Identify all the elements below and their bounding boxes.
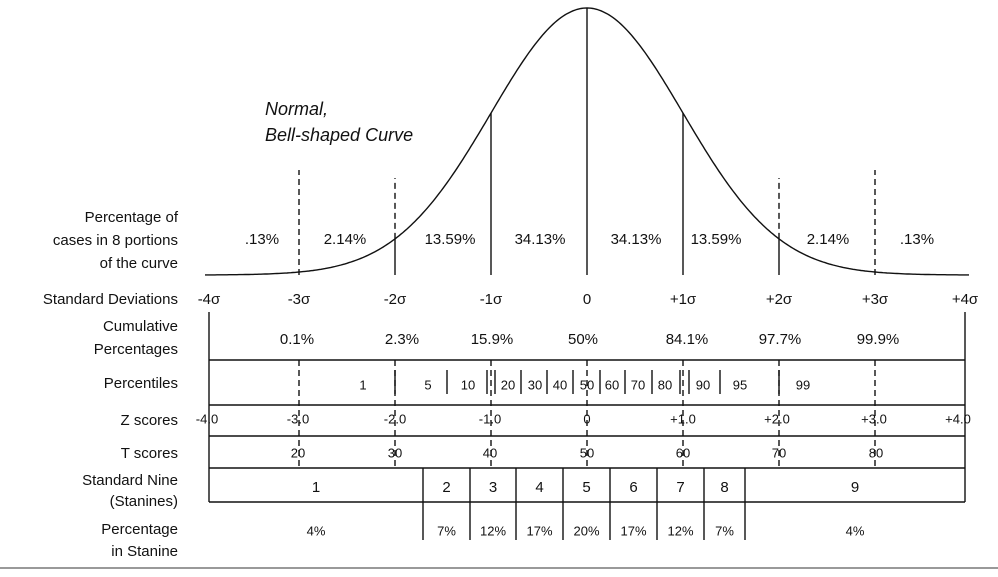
cumulative-percent: 84.1% xyxy=(666,331,709,348)
cumulative-percent: 2.3% xyxy=(385,331,419,348)
stanine: 9 xyxy=(851,479,859,496)
z-score: +4.0 xyxy=(945,411,971,426)
sd-label: +4σ xyxy=(952,291,979,308)
cumulative-percent: 99.9% xyxy=(857,331,900,348)
z-score: -2.0 xyxy=(384,411,406,426)
row-label: Percentage xyxy=(101,521,178,538)
stanine: 8 xyxy=(720,479,728,496)
stanine-percent: 12% xyxy=(480,523,506,538)
stanine: 3 xyxy=(489,479,497,496)
t-score: 80 xyxy=(869,445,883,460)
row-label: of the curve xyxy=(100,255,178,272)
z-score: +1.0 xyxy=(670,411,696,426)
row-label: cases in 8 portions xyxy=(53,232,178,249)
row-label: Cumulative xyxy=(103,318,178,335)
stanine-percent: 7% xyxy=(715,523,734,538)
row-label: (Stanines) xyxy=(110,493,178,510)
sd-label: 0 xyxy=(583,291,591,308)
row-label: Standard Nine xyxy=(82,472,178,489)
percentile: 70 xyxy=(631,377,645,392)
portion-percent: 34.13% xyxy=(515,231,566,248)
cumulative-percent: 0.1% xyxy=(280,331,314,348)
percentile: 10 xyxy=(461,377,475,392)
portion-percent: 13.59% xyxy=(425,231,476,248)
stanine-percent: 12% xyxy=(667,523,693,538)
z-score: -3.0 xyxy=(287,411,309,426)
row-label: Percentiles xyxy=(104,375,178,392)
portion-percent: 2.14% xyxy=(807,231,850,248)
cumulative-percent: 97.7% xyxy=(759,331,802,348)
cumulative-percent: 50% xyxy=(568,331,598,348)
row-label: in Stanine xyxy=(111,543,178,560)
stanine-percent: 17% xyxy=(526,523,552,538)
sd-label: -1σ xyxy=(480,291,503,308)
percentile: 95 xyxy=(733,377,747,392)
sd-label: -2σ xyxy=(384,291,407,308)
t-score: 20 xyxy=(291,445,305,460)
curve-label: Bell-shaped Curve xyxy=(265,125,413,145)
percentile: 1 xyxy=(359,377,366,392)
percentile: 30 xyxy=(528,377,542,392)
stanine: 1 xyxy=(312,479,320,496)
portion-percent: 34.13% xyxy=(611,231,662,248)
percentile: 60 xyxy=(605,377,619,392)
sd-label: -3σ xyxy=(288,291,311,308)
z-score: 0 xyxy=(583,411,590,426)
stanine-percent: 4% xyxy=(307,523,326,538)
percentile: 20 xyxy=(501,377,515,392)
stanine-percent: 7% xyxy=(437,523,456,538)
stanine: 6 xyxy=(629,479,637,496)
sd-label: -4σ xyxy=(198,291,221,308)
row-label: Standard Deviations xyxy=(43,291,178,308)
stanine-percent: 4% xyxy=(846,523,865,538)
row-label: Percentage of xyxy=(85,209,179,226)
stanine-percent: 17% xyxy=(620,523,646,538)
percentile: 80 xyxy=(658,377,672,392)
t-score: 40 xyxy=(483,445,497,460)
z-score: -4.0 xyxy=(196,411,218,426)
row-label: Z scores xyxy=(120,412,178,429)
portion-percent: 2.14% xyxy=(324,231,367,248)
z-score: -1.0 xyxy=(479,411,501,426)
row-label: T scores xyxy=(121,445,178,462)
stanine: 7 xyxy=(676,479,684,496)
curve-label: Normal, xyxy=(265,99,328,119)
z-score: +2.0 xyxy=(764,411,790,426)
stanine: 5 xyxy=(582,479,590,496)
sd-label: +2σ xyxy=(766,291,793,308)
stanine: 4 xyxy=(535,479,543,496)
stanine: 2 xyxy=(442,479,450,496)
portion-percent: .13% xyxy=(245,231,279,248)
sd-label: +1σ xyxy=(670,291,697,308)
z-score: +3.0 xyxy=(861,411,887,426)
percentile: 5 xyxy=(424,377,431,392)
percentile: 40 xyxy=(553,377,567,392)
stanine-percent: 20% xyxy=(573,523,599,538)
row-label: Percentages xyxy=(94,341,178,358)
cumulative-percent: 15.9% xyxy=(471,331,514,348)
sd-label: +3σ xyxy=(862,291,889,308)
percentile: 90 xyxy=(696,377,710,392)
percentile: 99 xyxy=(796,377,810,392)
portion-percent: .13% xyxy=(900,231,934,248)
portion-percent: 13.59% xyxy=(691,231,742,248)
